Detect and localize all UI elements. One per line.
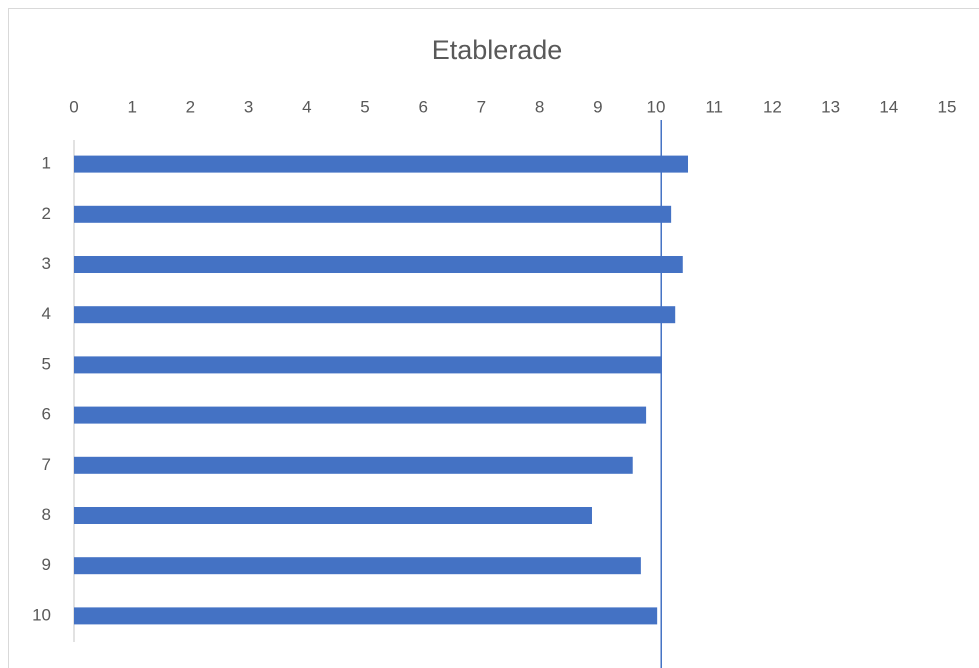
- bar: [74, 155, 689, 173]
- bar: [74, 306, 676, 324]
- x-tick-label: 2: [186, 97, 195, 116]
- bar: [74, 507, 592, 524]
- bar: [74, 205, 672, 223]
- bar: [74, 356, 662, 374]
- y-tick-label: 10: [32, 605, 51, 624]
- y-tick-label: 3: [42, 254, 51, 273]
- y-tick-label: 5: [42, 354, 51, 373]
- x-tick-label: 9: [593, 97, 602, 116]
- chart-title: Etablerade: [432, 35, 563, 65]
- bar: [74, 406, 647, 424]
- x-tick-label: 7: [477, 97, 486, 116]
- y-tick-label: 9: [42, 555, 51, 574]
- x-tick-label: 3: [244, 97, 253, 116]
- x-tick-label: 0: [69, 97, 78, 116]
- x-tick-label: 6: [418, 97, 427, 116]
- y-tick-label: 4: [42, 304, 51, 323]
- y-tick-label: 6: [42, 405, 51, 424]
- x-tick-label: 11: [705, 97, 723, 116]
- x-tick-label: 12: [763, 97, 782, 116]
- bar: [74, 256, 683, 273]
- x-tick-label: 13: [821, 97, 840, 116]
- y-tick-label: 7: [42, 455, 51, 474]
- y-tick-label: 8: [42, 505, 51, 524]
- x-tick-label: 10: [647, 97, 666, 116]
- x-tick-label: 1: [127, 97, 136, 116]
- x-tick-label: 5: [360, 97, 369, 116]
- bar: [74, 456, 633, 474]
- bar: [74, 557, 641, 575]
- bar: [74, 607, 658, 625]
- x-tick-label: 8: [535, 97, 544, 116]
- x-tick-label: 4: [302, 97, 311, 116]
- x-tick-label: 15: [938, 97, 957, 116]
- x-tick-label: 14: [879, 97, 898, 116]
- y-tick-label: 1: [42, 154, 51, 173]
- y-tick-label: 2: [42, 204, 51, 223]
